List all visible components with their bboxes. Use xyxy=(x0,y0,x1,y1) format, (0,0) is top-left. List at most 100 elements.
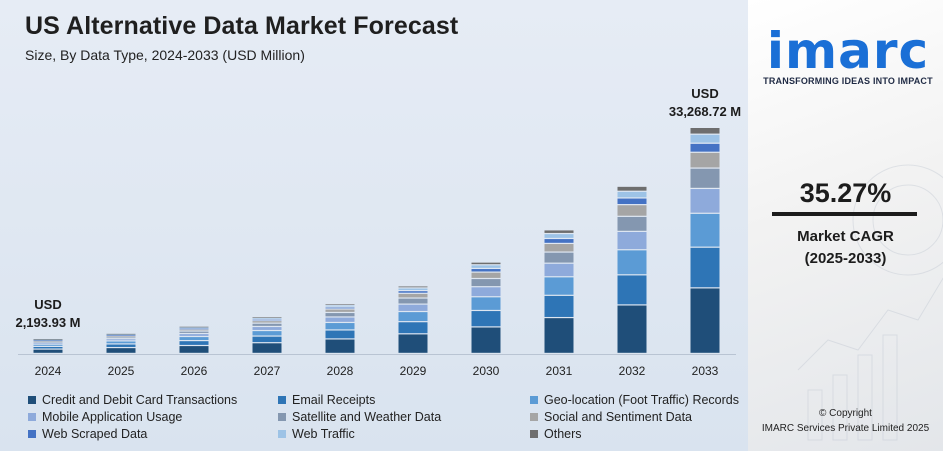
bar-segment xyxy=(617,250,647,275)
bar-segment xyxy=(325,305,355,307)
legend-item: Social and Sentiment Data xyxy=(530,410,750,424)
bar-segment xyxy=(252,321,282,323)
imarc-logo: imarc TRANSFORMING IDEAS INTO IMPACT xyxy=(758,22,938,86)
bar-segment xyxy=(471,279,501,287)
chart-legend: Credit and Debit Card Transactions Email… xyxy=(28,393,748,441)
bar-2029 xyxy=(398,286,428,353)
bar-segment xyxy=(617,186,647,191)
cagr-label-line2: (2025-2033) xyxy=(804,250,887,267)
bar-segment xyxy=(690,152,720,168)
bar-segment xyxy=(33,346,63,349)
legend-item: Credit and Debit Card Transactions xyxy=(28,393,278,407)
bar-segment xyxy=(179,327,209,329)
bar-segment xyxy=(544,277,574,295)
bar-segment xyxy=(471,327,501,353)
bar-segment xyxy=(252,327,282,330)
bar-segment xyxy=(325,323,355,330)
bar-segment xyxy=(33,339,63,340)
bar-segment xyxy=(33,339,63,341)
x-tick-label: 2027 xyxy=(254,364,281,378)
bar-segment xyxy=(544,295,574,317)
bar-segment xyxy=(179,326,209,328)
legend-item: Others xyxy=(530,427,750,441)
bar-segment xyxy=(398,312,428,322)
bar-segment xyxy=(398,334,428,353)
bar-segment xyxy=(471,287,501,297)
x-tick-label: 2031 xyxy=(546,364,573,378)
bar-segment xyxy=(252,318,282,319)
bar-segment xyxy=(398,293,428,298)
legend-label: Credit and Debit Card Transactions xyxy=(42,393,238,407)
bar-segment xyxy=(690,247,720,288)
legend-item: Geo-location (Foot Traffic) Records xyxy=(530,393,750,407)
bar-segment xyxy=(106,334,136,336)
x-tick-label: 2025 xyxy=(108,364,135,378)
bar-segment xyxy=(617,275,647,305)
bar-2025 xyxy=(106,333,136,353)
copyright-notice: © Copyright IMARC Services Private Limit… xyxy=(748,406,943,436)
legend-label: Email Receipts xyxy=(292,393,376,407)
bar-segment xyxy=(252,336,282,343)
logo-wordmark: imarc xyxy=(766,22,930,80)
bar-segment xyxy=(106,341,136,344)
x-tick-label: 2026 xyxy=(181,364,208,378)
bar-segment xyxy=(690,168,720,188)
bar-segment xyxy=(325,309,355,312)
bar-segment xyxy=(179,341,209,345)
bar-segment xyxy=(325,317,355,322)
bar-segment xyxy=(179,334,209,336)
bar-segment xyxy=(325,339,355,353)
x-tick-label: 2028 xyxy=(327,364,354,378)
bar-segment xyxy=(617,205,647,216)
legend-label: Web Scraped Data xyxy=(42,427,148,441)
bar-segment xyxy=(617,305,647,353)
bar-segment xyxy=(544,230,574,233)
bar-segment xyxy=(33,349,63,353)
bar-segment xyxy=(179,329,209,331)
bar-2026 xyxy=(179,326,209,353)
legend-label: Social and Sentiment Data xyxy=(544,410,693,424)
bar-segment xyxy=(690,213,720,247)
chart-title: US Alternative Data Market Forecast xyxy=(25,12,459,40)
legend-swatch xyxy=(28,396,36,404)
bar-segment xyxy=(690,134,720,143)
cagr-label-line1: Market CAGR xyxy=(797,228,894,245)
bar-segment xyxy=(617,231,647,250)
chart-panel: US Alternative Data Market Forecast Size… xyxy=(0,0,748,451)
bar-segment xyxy=(33,341,63,343)
bar-segment xyxy=(690,189,720,213)
bar-segment xyxy=(544,263,574,277)
legend-swatch xyxy=(28,413,36,421)
bar-segment xyxy=(106,335,136,336)
bar-segment xyxy=(617,216,647,231)
bar-segment xyxy=(471,311,501,327)
bar-segment xyxy=(106,336,136,337)
bar-segment xyxy=(471,269,501,272)
legend-item: Web Traffic xyxy=(278,427,530,441)
bar-segment xyxy=(398,286,428,288)
x-tick-label: 2029 xyxy=(400,364,427,378)
bar-2031 xyxy=(544,230,574,353)
copyright-line2: IMARC Services Private Limited 2025 xyxy=(761,423,930,434)
cagr-divider xyxy=(772,212,917,216)
bar-segment xyxy=(617,198,647,205)
legend-label: Geo-location (Foot Traffic) Records xyxy=(544,393,739,407)
bar-segment xyxy=(471,272,501,278)
bar-2033 xyxy=(690,128,720,353)
bar-segment xyxy=(33,340,63,342)
bar-segment xyxy=(617,191,647,198)
brand-panel: imarc TRANSFORMING IDEAS INTO IMPACT 35.… xyxy=(748,0,943,451)
bar-2030 xyxy=(471,262,501,353)
bar-segment xyxy=(325,313,355,317)
legend-label: Others xyxy=(544,427,582,441)
cagr-value: 35.27% xyxy=(799,178,892,208)
bar-value-annotation: USD xyxy=(691,86,718,101)
x-tick-label: 2033 xyxy=(692,364,719,378)
bar-segment xyxy=(252,323,282,326)
bar-segment xyxy=(252,331,282,336)
bar-value-annotation: USD xyxy=(34,297,61,312)
bar-segment xyxy=(325,304,355,305)
legend-item: Email Receipts xyxy=(278,393,530,407)
bar-segment xyxy=(33,343,63,344)
bar-segment xyxy=(544,252,574,263)
